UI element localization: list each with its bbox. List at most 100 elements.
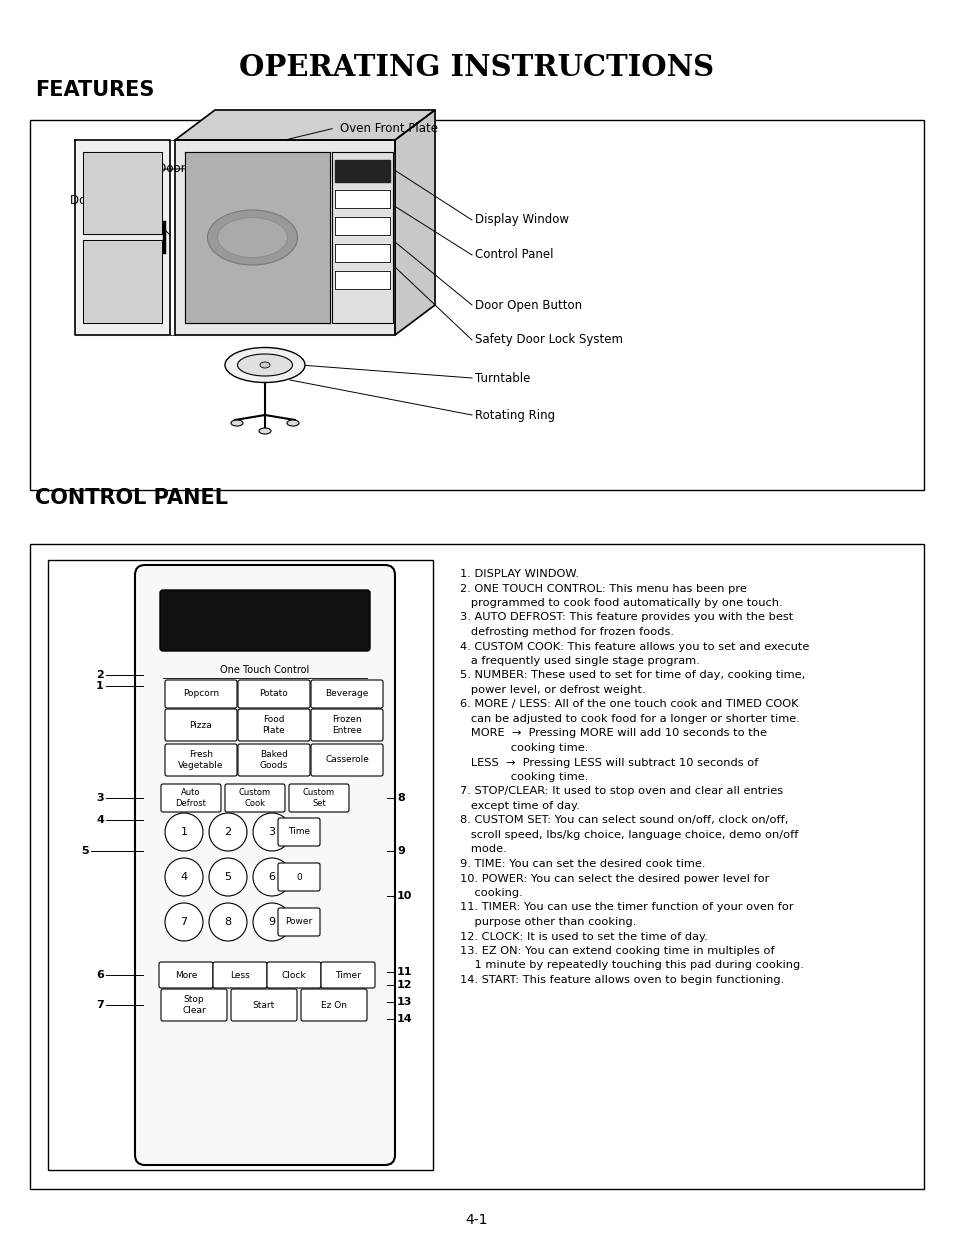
- FancyBboxPatch shape: [165, 743, 236, 776]
- Text: 2: 2: [96, 670, 104, 680]
- FancyBboxPatch shape: [159, 962, 213, 988]
- FancyBboxPatch shape: [165, 680, 236, 708]
- Text: Timer: Timer: [335, 971, 360, 980]
- FancyBboxPatch shape: [311, 680, 382, 708]
- Text: 1: 1: [180, 828, 188, 837]
- FancyBboxPatch shape: [135, 565, 395, 1165]
- Circle shape: [253, 903, 291, 941]
- Text: 9. TIME: You can set the desired cook time.: 9. TIME: You can set the desired cook ti…: [459, 858, 705, 870]
- Text: Turntable: Turntable: [475, 371, 530, 385]
- Ellipse shape: [260, 362, 270, 367]
- Text: 1. DISPLAY WINDOW.: 1. DISPLAY WINDOW.: [459, 569, 578, 579]
- Text: 11. TIMER: You can use the timer function of your oven for: 11. TIMER: You can use the timer functio…: [459, 903, 793, 913]
- Text: Beverage: Beverage: [325, 689, 368, 699]
- Polygon shape: [75, 140, 170, 335]
- Text: except time of day.: except time of day.: [459, 802, 579, 811]
- Text: Door Seal: Door Seal: [70, 193, 128, 207]
- FancyBboxPatch shape: [225, 784, 285, 811]
- Text: 7. STOP/CLEAR: It used to stop oven and clear all entries: 7. STOP/CLEAR: It used to stop oven and …: [459, 787, 782, 797]
- Text: Safety Door Lock System: Safety Door Lock System: [475, 334, 622, 346]
- Ellipse shape: [217, 218, 287, 257]
- Text: defrosting method for frozen foods.: defrosting method for frozen foods.: [459, 627, 673, 637]
- Polygon shape: [185, 152, 330, 323]
- FancyBboxPatch shape: [311, 709, 382, 741]
- Ellipse shape: [208, 210, 297, 265]
- Text: Rotating Ring: Rotating Ring: [475, 408, 555, 422]
- Polygon shape: [83, 152, 162, 234]
- FancyBboxPatch shape: [237, 743, 310, 776]
- FancyBboxPatch shape: [277, 908, 319, 936]
- FancyBboxPatch shape: [289, 784, 349, 811]
- Circle shape: [165, 903, 203, 941]
- Text: Display Window: Display Window: [475, 214, 568, 226]
- Polygon shape: [332, 152, 393, 323]
- Text: Potato: Potato: [259, 689, 288, 699]
- Text: Casserole: Casserole: [325, 756, 369, 764]
- Circle shape: [165, 858, 203, 896]
- Text: Time: Time: [288, 828, 310, 836]
- Polygon shape: [174, 140, 395, 335]
- Polygon shape: [335, 216, 390, 235]
- Text: OPERATING INSTRUCTIONS: OPERATING INSTRUCTIONS: [239, 53, 714, 83]
- Text: 5: 5: [81, 846, 89, 856]
- Text: Custom
Cook: Custom Cook: [238, 788, 271, 808]
- Text: Clock: Clock: [281, 971, 306, 980]
- Polygon shape: [335, 190, 390, 208]
- Text: LESS  →  Pressing LESS will subtract 10 seconds of: LESS → Pressing LESS will subtract 10 se…: [459, 757, 758, 767]
- Text: 5: 5: [224, 872, 232, 882]
- Text: 4. CUSTOM COOK: This feature allows you to set and execute: 4. CUSTOM COOK: This feature allows you …: [459, 642, 808, 652]
- Text: power level, or defrost weight.: power level, or defrost weight.: [459, 685, 645, 695]
- Text: Start: Start: [253, 1001, 274, 1009]
- Text: Door Open Button: Door Open Button: [475, 298, 581, 312]
- Text: Auto
Defrost: Auto Defrost: [175, 788, 206, 808]
- Text: cooking.: cooking.: [459, 888, 522, 898]
- Text: 1 minute by repeatedly touching this pad during cooking.: 1 minute by repeatedly touching this pad…: [459, 960, 803, 971]
- FancyBboxPatch shape: [277, 818, 319, 846]
- Text: 3: 3: [268, 828, 275, 837]
- Text: 8: 8: [224, 917, 232, 927]
- FancyBboxPatch shape: [161, 990, 227, 1021]
- Text: Oven Front Plate: Oven Front Plate: [339, 121, 437, 135]
- Text: 2: 2: [224, 828, 232, 837]
- Text: 11: 11: [396, 967, 412, 977]
- Text: Custom
Set: Custom Set: [303, 788, 335, 808]
- Text: 12. CLOCK: It is used to set the time of day.: 12. CLOCK: It is used to set the time of…: [459, 931, 707, 941]
- Text: 4: 4: [180, 872, 188, 882]
- Text: 3: 3: [96, 793, 104, 803]
- Text: 14: 14: [396, 1014, 413, 1024]
- Text: mode.: mode.: [459, 845, 506, 855]
- Text: a frequently used single stage program.: a frequently used single stage program.: [459, 656, 699, 666]
- Text: 10. POWER: You can select the desired power level for: 10. POWER: You can select the desired po…: [459, 873, 768, 883]
- FancyBboxPatch shape: [161, 784, 221, 811]
- Circle shape: [165, 813, 203, 851]
- FancyBboxPatch shape: [301, 990, 367, 1021]
- Text: 4-1: 4-1: [465, 1213, 488, 1227]
- Text: cooking time.: cooking time.: [459, 743, 588, 753]
- Circle shape: [253, 858, 291, 896]
- Circle shape: [209, 903, 247, 941]
- Text: 10: 10: [396, 891, 412, 901]
- Circle shape: [209, 858, 247, 896]
- Text: Control Panel: Control Panel: [475, 249, 553, 261]
- Text: Ez On: Ez On: [320, 1001, 347, 1009]
- Text: Pizza: Pizza: [190, 720, 213, 730]
- Text: 14. START: This feature allows oven to begin functioning.: 14. START: This feature allows oven to b…: [459, 975, 783, 985]
- Text: Less: Less: [230, 971, 250, 980]
- Text: 12: 12: [396, 980, 412, 990]
- FancyBboxPatch shape: [160, 590, 370, 651]
- Text: Popcorn: Popcorn: [183, 689, 219, 699]
- Ellipse shape: [231, 421, 243, 426]
- Text: 6: 6: [268, 872, 275, 882]
- Text: Power: Power: [285, 918, 313, 927]
- Polygon shape: [83, 240, 162, 323]
- Text: 5. NUMBER: These used to set for time of day, cooking time,: 5. NUMBER: These used to set for time of…: [459, 670, 804, 680]
- Text: 6. MORE / LESS: All of the one touch cook and TIMED COOK: 6. MORE / LESS: All of the one touch coo…: [459, 699, 798, 710]
- Text: MORE  →  Pressing MORE will add 10 seconds to the: MORE → Pressing MORE will add 10 seconds…: [459, 729, 766, 738]
- Polygon shape: [174, 110, 435, 140]
- Text: 7: 7: [96, 999, 104, 1009]
- Bar: [48, 560, 433, 1170]
- Text: 6: 6: [96, 970, 104, 980]
- Text: cooking time.: cooking time.: [459, 772, 588, 782]
- Polygon shape: [335, 271, 390, 289]
- Ellipse shape: [258, 428, 271, 434]
